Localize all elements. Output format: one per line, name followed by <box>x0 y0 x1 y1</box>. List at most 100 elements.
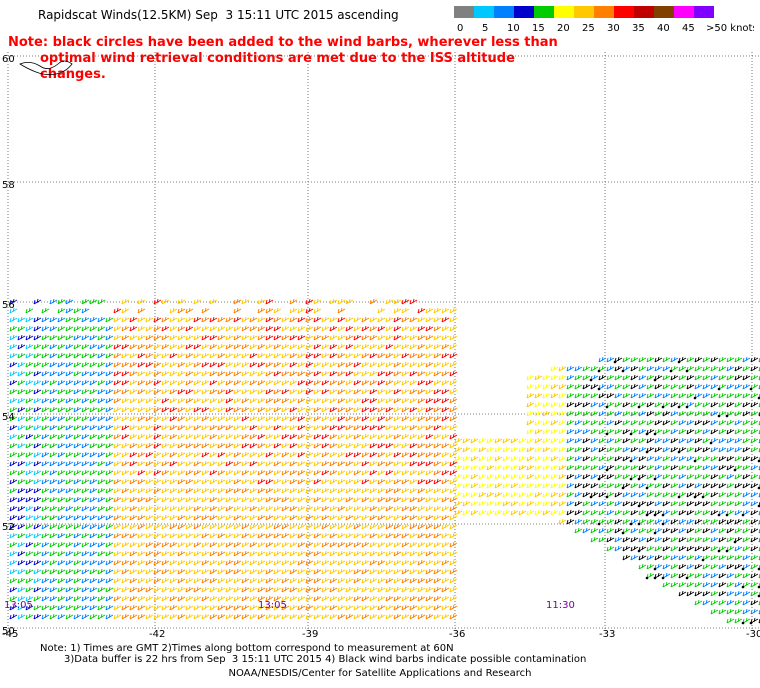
wind-barb <box>614 482 623 489</box>
wind-barb <box>121 352 130 359</box>
wind-barb <box>606 482 615 489</box>
wind-barb <box>662 545 671 552</box>
wind-barb <box>201 469 210 476</box>
wind-barb <box>217 424 226 431</box>
wind-barb <box>289 514 298 521</box>
wind-barb <box>169 613 178 620</box>
wind-barb <box>345 388 354 395</box>
wind-barb <box>81 469 90 476</box>
wind-barb <box>265 577 274 584</box>
wind-barb <box>161 298 170 305</box>
wind-barb <box>662 392 671 399</box>
wind-barb <box>638 419 647 426</box>
wind-barb <box>217 577 226 584</box>
wind-barb <box>337 559 346 566</box>
wind-barb <box>385 397 394 404</box>
wind-barb <box>89 613 98 620</box>
wind-barb <box>654 365 663 372</box>
wind-barb <box>694 599 703 606</box>
wind-barb <box>417 451 426 458</box>
wind-barb <box>534 473 543 480</box>
wind-barb <box>670 428 679 435</box>
wind-barb <box>49 298 58 305</box>
wind-barb <box>57 559 66 566</box>
wind-barb <box>329 469 338 476</box>
wind-barb <box>526 419 535 426</box>
wind-barb <box>337 541 346 548</box>
wind-barb <box>233 343 242 350</box>
wind-barb <box>321 451 330 458</box>
footer-note-2: 3)Data buffer is 22 hrs from Sep 3 15:11… <box>64 654 587 665</box>
wind-barb <box>153 316 162 323</box>
wind-barb <box>678 374 687 381</box>
contamination-dot <box>629 477 633 481</box>
wind-barb <box>694 536 703 543</box>
wind-barb <box>65 343 74 350</box>
wind-barb <box>718 455 727 462</box>
wind-barb <box>169 532 178 539</box>
wind-barb <box>606 392 615 399</box>
wind-barb <box>129 343 138 350</box>
wind-barb <box>417 478 426 485</box>
contamination-dot <box>605 495 609 499</box>
wind-barb <box>25 397 34 404</box>
wind-barb <box>305 541 314 548</box>
wind-barb <box>257 532 266 539</box>
wind-barb <box>454 500 463 507</box>
contamination-dot <box>757 396 760 400</box>
wind-barb <box>89 469 98 476</box>
wind-barb <box>89 451 98 458</box>
wind-barb <box>265 523 274 530</box>
wind-barb <box>710 356 719 363</box>
wind-barb <box>9 352 18 359</box>
wind-barb <box>710 401 719 408</box>
wind-barb <box>313 433 322 440</box>
wind-barb <box>305 325 314 332</box>
wind-barb <box>702 518 711 525</box>
wind-barb <box>257 577 266 584</box>
wind-barb <box>209 316 218 323</box>
contamination-dot <box>621 531 625 535</box>
contamination-dot <box>717 513 721 517</box>
wind-barb <box>89 550 98 557</box>
wind-barb <box>193 532 202 539</box>
wind-barb <box>49 334 58 341</box>
wind-barb <box>409 541 418 548</box>
wind-barb <box>105 361 114 368</box>
wind-barb <box>225 406 234 413</box>
wind-barb <box>249 388 258 395</box>
wind-barb <box>25 316 34 323</box>
wind-barb <box>25 559 34 566</box>
wind-barb <box>694 464 703 471</box>
wind-barb <box>345 541 354 548</box>
wind-barb <box>393 406 402 413</box>
wind-barb <box>265 550 274 557</box>
wind-barb <box>329 586 338 593</box>
wind-barb <box>574 401 583 408</box>
wind-barb <box>121 568 130 575</box>
wind-barb <box>177 577 186 584</box>
wind-barb <box>249 478 258 485</box>
wind-barb <box>137 424 146 431</box>
wind-barb <box>401 469 410 476</box>
contamination-dot <box>661 513 665 517</box>
wind-barb <box>526 482 535 489</box>
wind-barb <box>201 487 210 494</box>
wind-barb <box>321 433 330 440</box>
wind-barb <box>289 316 298 323</box>
wind-barb <box>113 343 122 350</box>
wind-barb <box>161 361 170 368</box>
wind-barb <box>353 541 362 548</box>
wind-barb <box>273 397 282 404</box>
wind-barb <box>361 460 370 467</box>
wind-barb <box>65 415 74 422</box>
wind-barb <box>289 415 298 422</box>
wind-barb <box>305 379 314 386</box>
contamination-dot <box>677 360 681 364</box>
wind-barb <box>225 478 234 485</box>
wind-barb <box>449 415 458 422</box>
wind-barb <box>177 541 186 548</box>
wind-barb <box>750 374 759 381</box>
wind-barb <box>574 383 583 390</box>
contamination-dot <box>757 594 760 598</box>
